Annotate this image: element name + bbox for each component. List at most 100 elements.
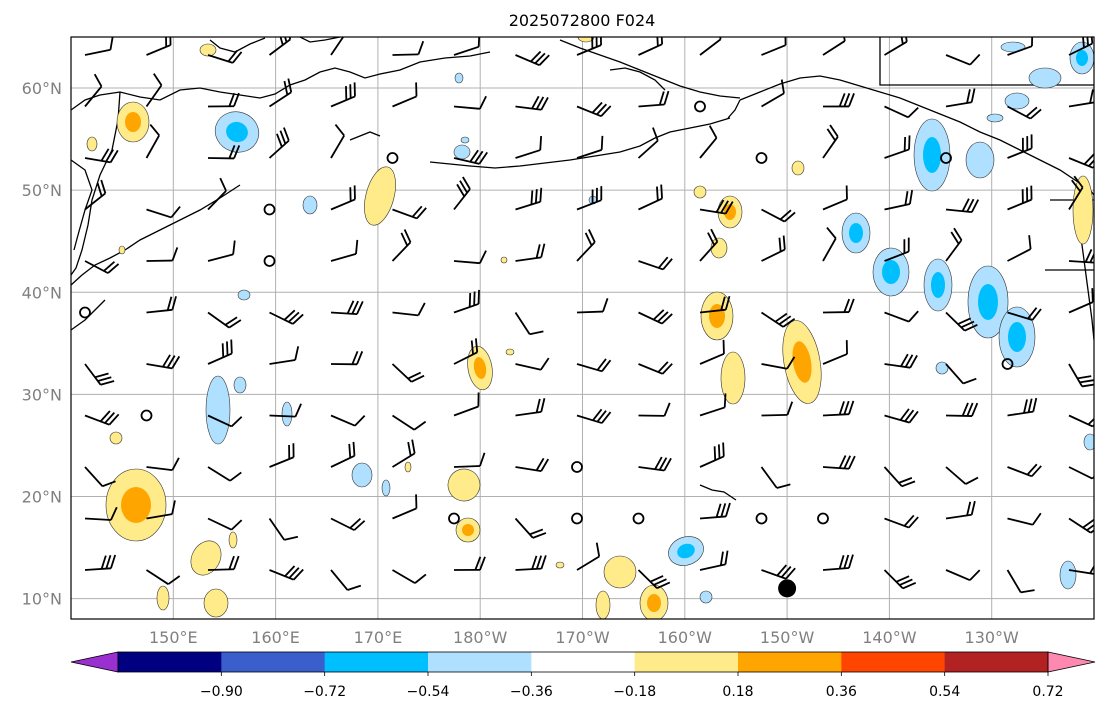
wind-barb <box>84 506 118 521</box>
wind-barb <box>146 354 181 370</box>
wind-barb <box>576 186 603 211</box>
shaded-region <box>1072 175 1094 245</box>
wind-barb <box>84 73 103 108</box>
shaded-region <box>109 431 123 445</box>
shaded-region <box>199 43 217 57</box>
wind-barb <box>330 350 364 366</box>
wind-barb <box>761 356 796 370</box>
calm-wind-circle <box>571 512 583 525</box>
shaded-region <box>454 72 464 84</box>
wind-barb <box>945 569 981 581</box>
colorbar-label: −0.18 <box>613 684 656 700</box>
graticule <box>71 37 1094 619</box>
wind-barb <box>638 90 670 108</box>
wind-barb <box>945 466 979 485</box>
wind-barb <box>330 300 364 316</box>
wind-barb <box>514 517 547 539</box>
longitude-label: 140°W <box>862 628 917 647</box>
shaded-region <box>233 376 247 394</box>
map-frame <box>70 36 1095 620</box>
shaded-region <box>595 590 611 619</box>
wind-barb <box>945 500 976 520</box>
wind-barb <box>822 185 848 211</box>
shaded-region <box>156 585 170 611</box>
shaded-region <box>237 289 251 301</box>
wind-barb <box>392 302 426 317</box>
shaded-region <box>453 144 471 160</box>
calm-wind-circle <box>140 409 153 422</box>
wind-barb <box>269 78 293 108</box>
map-plot-area <box>71 37 1094 619</box>
wind-barb <box>207 240 236 262</box>
wind-barb <box>84 363 115 386</box>
latitude-label: 10°N <box>22 590 62 609</box>
calm-wind-circle <box>571 461 583 473</box>
wind-barb <box>269 309 304 325</box>
wind-barb <box>453 37 481 56</box>
longitude-label: 150°W <box>760 628 815 647</box>
shaded-core <box>462 524 474 536</box>
wind-barb <box>822 93 855 108</box>
wind-barb <box>761 208 796 223</box>
wind-barb <box>884 105 919 119</box>
wind-barb <box>638 456 672 472</box>
colorbar-segment <box>531 652 636 672</box>
wind-barb <box>330 82 356 108</box>
wind-barb <box>207 339 233 365</box>
wind-barb <box>699 502 731 520</box>
shaded-core <box>125 112 141 132</box>
wind-barb <box>330 441 356 468</box>
calm-wind-circle <box>263 255 276 267</box>
wind-barb <box>576 101 612 118</box>
wind-barb <box>392 439 416 468</box>
wind-barb <box>84 410 120 426</box>
wind-barb <box>392 494 418 520</box>
shaded-core <box>1076 50 1088 66</box>
latitude-label: 50°N <box>22 181 62 200</box>
calm-wind-circle <box>817 512 829 525</box>
wind-barb <box>1007 397 1038 417</box>
wind-barb <box>453 95 487 110</box>
shaded-core <box>677 543 695 559</box>
wind-barb <box>1068 175 1084 210</box>
wind-barb <box>884 408 919 424</box>
colorbar-label: −0.36 <box>510 684 553 700</box>
wind-barb <box>576 358 612 373</box>
wind-barb <box>1007 37 1034 56</box>
wind-barb <box>515 243 546 262</box>
field-shading <box>86 37 1094 619</box>
wind-barb <box>514 312 544 336</box>
wind-barb <box>515 457 550 473</box>
latitude-label: 20°N <box>22 487 62 506</box>
wind-barb <box>392 82 418 108</box>
wind-barb <box>945 311 978 332</box>
shaded-region <box>693 185 707 199</box>
wind-barb <box>453 452 486 468</box>
calm-wind-circle <box>1001 358 1014 370</box>
wind-barb <box>822 400 855 417</box>
wind-barb <box>330 185 356 211</box>
wind-barb <box>392 414 427 431</box>
wind-barb <box>515 50 550 67</box>
shaded-core <box>226 121 248 143</box>
calm-wind-circle <box>386 152 399 164</box>
colorbar-segment <box>118 652 222 672</box>
wind-barb <box>822 455 856 470</box>
colorbar-segment <box>738 652 842 672</box>
shaded-region <box>460 136 470 144</box>
wind-barb <box>638 256 673 271</box>
shaded-region <box>351 462 373 488</box>
wind-barb <box>822 554 854 571</box>
wind-barb <box>146 457 180 472</box>
wind-barb <box>822 298 855 314</box>
shaded-region <box>281 401 293 427</box>
wind-barb <box>84 466 116 488</box>
wind-barb <box>453 149 488 165</box>
shaded-core <box>724 204 736 220</box>
colorbar-segment <box>944 652 1049 672</box>
shaded-region <box>203 588 229 618</box>
wind-barb <box>883 569 917 590</box>
colorbar-segment <box>841 652 946 672</box>
shaded-region <box>1059 560 1077 590</box>
